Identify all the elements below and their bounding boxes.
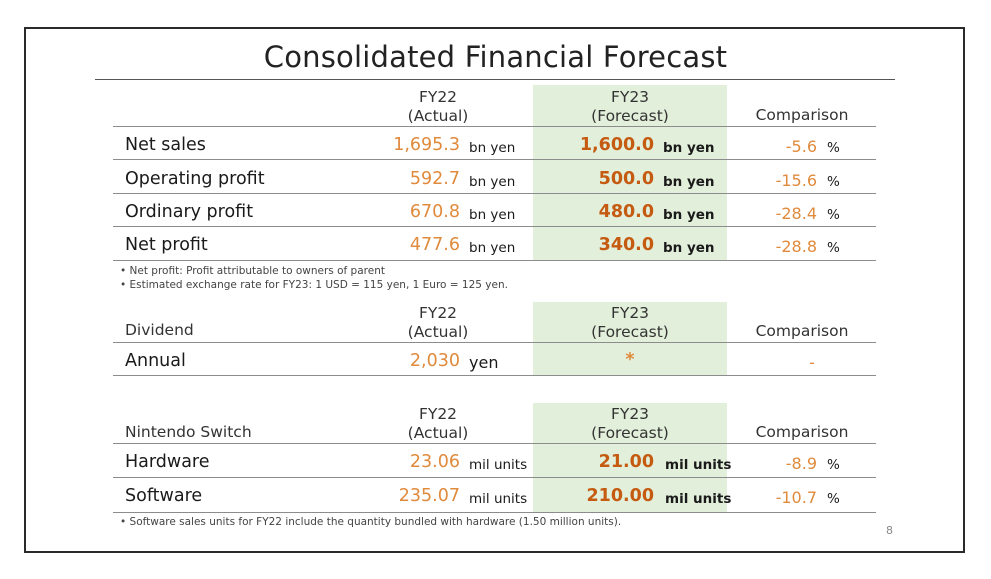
header-comparison: Comparison	[755, 423, 849, 441]
comparison-value: -28.4	[775, 204, 817, 223]
actual-value: 2,030	[409, 351, 460, 371]
comparison-unit: %	[827, 457, 840, 473]
section-label-switch: Nintendo Switch	[125, 423, 252, 441]
comparison-value: -8.9	[785, 454, 817, 473]
header-rule	[113, 342, 876, 343]
comparison-unit: %	[827, 174, 840, 190]
actual-unit: bn yen	[469, 140, 516, 156]
actual-unit: mil units	[469, 457, 528, 473]
forecast-value: 1,600.0	[579, 135, 654, 155]
header-fy22: FY22 (Actual)	[388, 405, 488, 443]
row-rule	[113, 477, 876, 478]
row-label: Software	[125, 486, 203, 506]
actual-value: 235.07	[398, 486, 460, 506]
forecast-value: 340.0	[598, 235, 654, 255]
actual-value: 1,695.3	[393, 135, 460, 155]
header-fy23-sub: (Forecast)	[591, 424, 669, 442]
section-label-dividend: Dividend	[125, 321, 194, 339]
header-fy22-sub: (Actual)	[407, 323, 469, 341]
forecast-unit: mil units	[665, 491, 732, 507]
forecast-unit: bn yen	[663, 140, 715, 156]
footnote: • Software sales units for FY22 include …	[120, 516, 622, 528]
comparison-value: -10.7	[775, 488, 817, 507]
row-rule	[113, 512, 876, 513]
comparison-value: -15.6	[775, 171, 817, 190]
header-fy23-label: FY23	[610, 304, 650, 322]
header-rule	[113, 126, 876, 127]
comparison-value: -28.8	[775, 237, 817, 256]
comparison-unit: %	[827, 240, 840, 256]
forecast-value: 21.00	[598, 452, 654, 472]
row-label: Operating profit	[125, 169, 265, 189]
actual-unit: bn yen	[469, 240, 516, 256]
header-fy22-sub: (Actual)	[407, 107, 469, 125]
title-divider	[95, 79, 895, 80]
row-rule	[113, 159, 876, 160]
comparison-value: -	[809, 353, 815, 372]
header-comparison: Comparison	[755, 106, 849, 124]
comparison-unit: %	[827, 140, 840, 156]
header-fy22-label: FY22	[418, 405, 458, 423]
forecast-highlight-2	[533, 302, 727, 376]
header-fy23-sub: (Forecast)	[591, 323, 669, 341]
header-fy23: FY23 (Forecast)	[533, 405, 727, 443]
row-label: Ordinary profit	[125, 202, 254, 222]
header-fy23-sub: (Forecast)	[591, 107, 669, 125]
header-fy22: FY22 (Actual)	[388, 88, 488, 126]
actual-unit: mil units	[469, 491, 528, 507]
header-fy22: FY22 (Actual)	[388, 304, 488, 342]
footnote: • Net profit: Profit attributable to own…	[120, 265, 385, 277]
actual-value: 23.06	[409, 452, 460, 472]
forecast-value: 500.0	[598, 169, 654, 189]
comparison-unit: %	[827, 207, 840, 223]
actual-value: 477.6	[409, 235, 460, 255]
page-number: 8	[886, 524, 893, 537]
row-rule	[113, 375, 876, 376]
forecast-unit: bn yen	[663, 174, 715, 190]
comparison-value: -5.6	[785, 137, 817, 156]
page-title: Consolidated Financial Forecast	[263, 40, 728, 74]
forecast-unit: bn yen	[663, 240, 715, 256]
actual-value: 670.8	[409, 202, 460, 222]
header-fy23-label: FY23	[610, 405, 650, 423]
actual-unit: yen	[469, 353, 499, 372]
row-label: Net sales	[125, 135, 206, 155]
forecast-unit: bn yen	[663, 207, 715, 223]
comparison-unit: %	[827, 491, 840, 507]
header-fy23-label: FY23	[610, 88, 650, 106]
forecast-value: 210.00	[586, 486, 654, 506]
slide-frame	[24, 27, 965, 553]
forecast-value: *	[625, 350, 635, 370]
forecast-value: 480.0	[598, 202, 654, 222]
row-rule	[113, 193, 876, 194]
header-rule	[113, 443, 876, 444]
header-fy22-sub: (Actual)	[407, 424, 469, 442]
header-fy22-label: FY22	[418, 304, 458, 322]
forecast-highlight-1	[533, 85, 727, 261]
header-comparison: Comparison	[755, 322, 849, 340]
row-rule	[113, 226, 876, 227]
header-fy23: FY23 (Forecast)	[533, 304, 727, 342]
header-fy22-label: FY22	[418, 88, 458, 106]
forecast-unit: mil units	[665, 457, 732, 473]
row-label: Annual	[125, 351, 186, 371]
actual-unit: bn yen	[469, 174, 516, 190]
forecast-highlight-3	[533, 403, 727, 513]
actual-value: 592.7	[409, 169, 460, 189]
footnote: • Estimated exchange rate for FY23: 1 US…	[120, 279, 508, 291]
row-rule	[113, 260, 876, 261]
actual-unit: bn yen	[469, 207, 516, 223]
row-label: Net profit	[125, 235, 208, 255]
row-label: Hardware	[125, 452, 210, 472]
header-fy23: FY23 (Forecast)	[533, 88, 727, 126]
